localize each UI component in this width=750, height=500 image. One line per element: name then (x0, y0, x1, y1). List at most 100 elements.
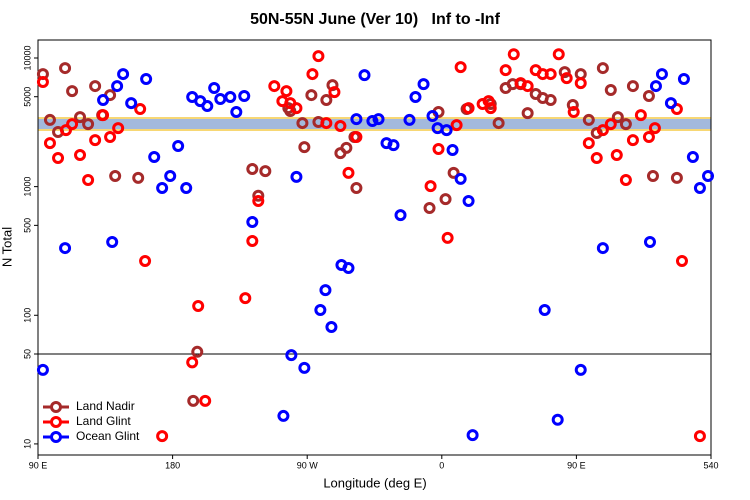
marker (611, 111, 624, 124)
marker (125, 97, 138, 110)
marker (230, 106, 243, 119)
marker (328, 86, 341, 99)
marker (156, 182, 169, 195)
marker (566, 99, 579, 112)
marker (403, 113, 416, 126)
marker (521, 107, 534, 120)
marker (334, 120, 347, 133)
y-tick-label: 1000 (22, 177, 32, 197)
x-tick-label: 0 (439, 460, 444, 470)
marker (148, 150, 161, 163)
marker (89, 134, 102, 147)
marker (604, 83, 617, 96)
marker (156, 430, 169, 443)
marker (246, 215, 259, 228)
marker (634, 109, 647, 122)
marker (164, 169, 177, 182)
marker (82, 174, 95, 187)
y-tick-label: 500 (22, 218, 32, 233)
y-tick-label: 50 (22, 349, 32, 359)
marker (440, 124, 453, 137)
marker (417, 78, 430, 91)
marker (567, 106, 580, 119)
marker (208, 82, 221, 95)
marker (372, 113, 385, 126)
marker (319, 284, 332, 297)
marker (246, 234, 259, 247)
marker (675, 255, 688, 268)
series (36, 48, 706, 443)
marker (97, 94, 110, 107)
marker (560, 72, 573, 85)
marker (366, 114, 379, 127)
marker (340, 141, 353, 154)
marker (268, 80, 281, 93)
marker (649, 80, 662, 93)
marker (574, 363, 587, 376)
marker (43, 113, 56, 126)
marker (466, 429, 479, 442)
marker (596, 124, 609, 137)
marker (314, 303, 327, 316)
marker (326, 79, 339, 92)
marker (97, 109, 110, 122)
marker (426, 110, 439, 123)
marker (280, 85, 293, 98)
marker (693, 182, 706, 195)
y-tick-label: 10000 (22, 45, 32, 70)
marker (180, 182, 193, 195)
marker (619, 118, 632, 131)
marker (350, 131, 363, 144)
chart-title: 50N-55N June (Ver 10) Inf to -Inf (250, 11, 501, 28)
marker (285, 349, 298, 362)
marker (582, 137, 595, 150)
marker (106, 236, 119, 249)
marker (590, 151, 603, 164)
legend-marker (50, 431, 62, 443)
marker (252, 195, 265, 208)
marker (342, 262, 355, 275)
marker (43, 137, 56, 150)
marker (670, 171, 683, 184)
marker (36, 76, 49, 89)
marker (664, 97, 677, 110)
marker (462, 102, 475, 115)
marker (492, 117, 505, 130)
marker (686, 150, 699, 163)
marker (450, 119, 463, 132)
marker (454, 172, 467, 185)
y-tick-label: 10 (22, 439, 32, 449)
marker (342, 166, 355, 179)
series (36, 62, 683, 407)
marker (192, 300, 205, 313)
marker (604, 118, 617, 131)
marker (66, 118, 79, 131)
marker (626, 80, 639, 93)
marker (626, 134, 639, 147)
marker (702, 169, 715, 182)
marker (111, 80, 124, 93)
marker (610, 149, 623, 162)
marker (214, 92, 227, 105)
marker (677, 73, 690, 86)
legend-marker (50, 401, 62, 413)
marker (199, 394, 212, 407)
marker (201, 100, 214, 113)
marker (305, 89, 318, 102)
marker (551, 413, 564, 426)
marker (441, 231, 454, 244)
marker (424, 180, 437, 193)
marker (447, 166, 460, 179)
marker (89, 80, 102, 93)
marker (350, 182, 363, 195)
marker (643, 236, 656, 249)
marker (648, 122, 661, 135)
marker (224, 91, 237, 104)
x-tick-label: 90 E (29, 460, 48, 470)
marker (290, 170, 303, 183)
marker (423, 202, 436, 215)
marker (574, 77, 587, 90)
marker (454, 61, 467, 74)
